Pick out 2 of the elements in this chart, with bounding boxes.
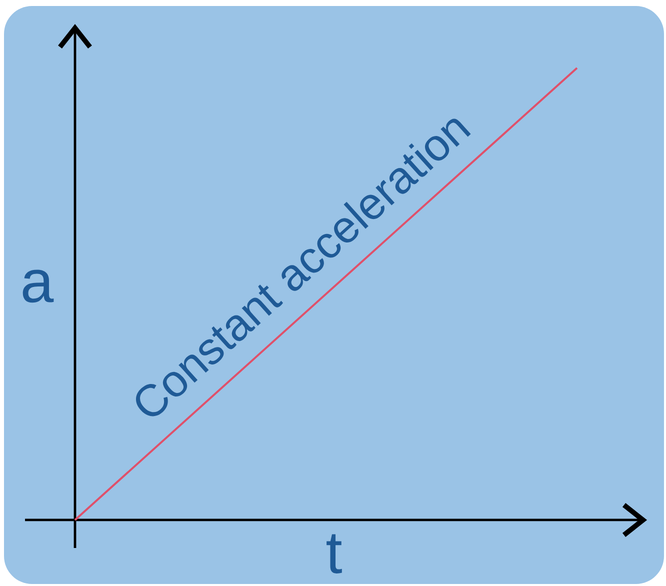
x-axis-title: t (326, 534, 342, 574)
y-axis-title: a (22, 270, 54, 303)
